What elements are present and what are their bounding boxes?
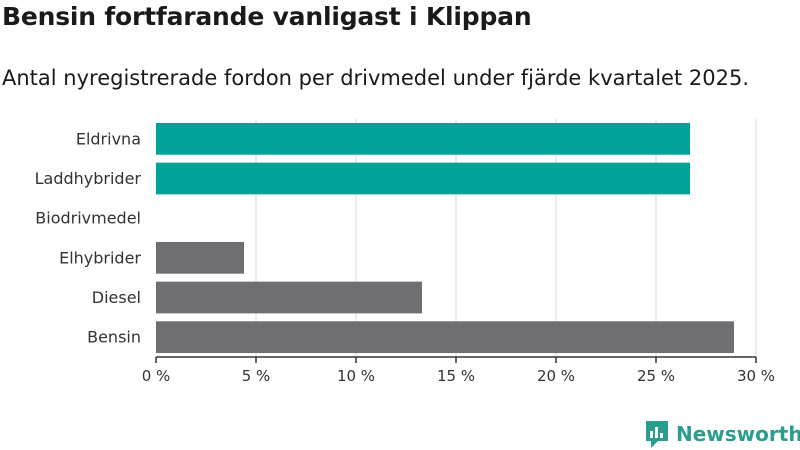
- x-tick-label: 5 %: [242, 367, 271, 385]
- bar-5: [156, 321, 734, 354]
- x-tick-label: 20 %: [537, 367, 575, 385]
- bar-3: [156, 241, 244, 274]
- chart-title: Bensin fortfarande vanligast i Klippan: [2, 2, 532, 31]
- category-label: Laddhybrider: [35, 169, 142, 188]
- category-label: Eldrivna: [76, 129, 141, 148]
- brand-logo: Newsworthy: [644, 418, 800, 450]
- x-tick-label: 25 %: [637, 367, 675, 385]
- bar-4: [156, 281, 422, 314]
- category-label: Diesel: [92, 288, 141, 307]
- x-tick-label: 30 %: [737, 367, 775, 385]
- x-tick-label: 0 %: [142, 367, 171, 385]
- brand-name: Newsworthy: [676, 422, 800, 446]
- bar-1: [156, 162, 690, 195]
- newsworthy-logo-icon: [646, 421, 668, 448]
- x-tick-label: 15 %: [437, 367, 475, 385]
- x-tick-label: 10 %: [337, 367, 375, 385]
- bar-0: [156, 122, 690, 155]
- chart-subtitle: Antal nyregistrerade fordon per drivmede…: [2, 66, 750, 90]
- category-label: Elhybrider: [59, 248, 141, 267]
- category-label: Biodrivmedel: [35, 209, 141, 228]
- category-label: Bensin: [87, 328, 141, 347]
